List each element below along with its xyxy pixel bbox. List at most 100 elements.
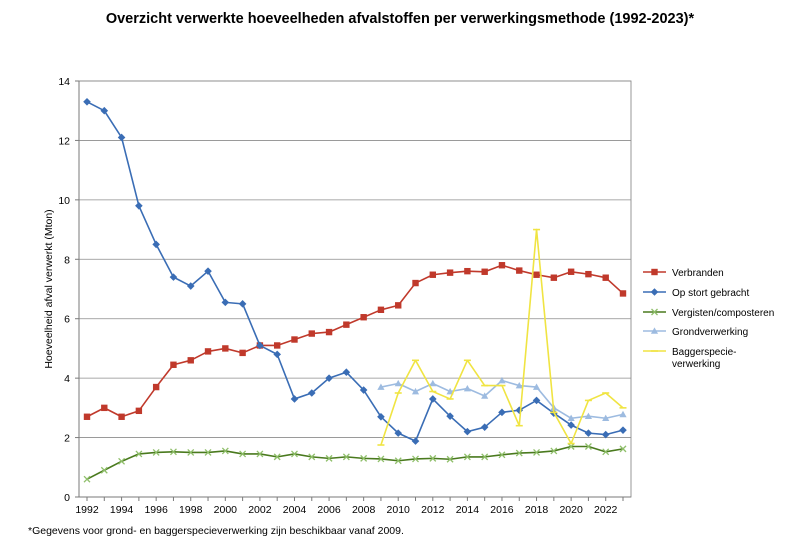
legend-label: Op stort gebracht — [672, 288, 749, 299]
data-point-op-stort-gebracht — [83, 98, 91, 106]
data-point-op-stort-gebracht — [290, 395, 299, 403]
plot-frame — [78, 80, 632, 498]
data-point-vergisten-composteren — [429, 454, 437, 462]
marker-stroke — [256, 450, 264, 458]
y-axis-title: Hoeveelheid afval verwerkt (Mton) — [43, 209, 55, 368]
y-tick-label: 0 — [64, 492, 70, 504]
data-point-verbranden — [83, 413, 91, 420]
data-point-vergisten-composteren — [377, 455, 385, 463]
data-point-grondverwerking — [411, 387, 420, 395]
data-point-op-stort-gebracht — [135, 202, 143, 210]
data-point-verbranden — [204, 348, 212, 355]
data-point-verbranden — [412, 279, 419, 287]
data-point-grondverwerking — [394, 379, 402, 387]
data-point-verbranden — [239, 349, 246, 357]
data-point-grondverwerking — [498, 376, 506, 384]
x-tick-label: 1994 — [110, 504, 134, 516]
data-point-verbranden — [533, 271, 540, 278]
marker-stroke — [360, 454, 368, 462]
x-tick-label: 2012 — [421, 504, 445, 516]
marker-stroke — [651, 308, 658, 316]
marker-stroke — [584, 443, 592, 450]
marker-stroke — [533, 448, 541, 456]
legend-item-op-stort-gebracht: Op stort gebracht — [643, 288, 749, 299]
marker-stroke — [498, 451, 506, 459]
data-point-op-stort-gebracht — [601, 430, 610, 439]
data-point-grondverwerking — [481, 392, 489, 399]
data-point-vergisten-composteren — [325, 454, 333, 462]
data-point-vergisten-composteren — [394, 457, 402, 465]
data-point-vergisten-composteren — [360, 454, 368, 462]
data-point-grondverwerking — [602, 414, 610, 422]
legend-swatch-marker — [651, 308, 658, 316]
data-point-verbranden — [585, 270, 592, 278]
data-point-verbranden — [325, 328, 333, 336]
legend-swatch-marker — [650, 288, 659, 296]
data-point-op-stort-gebracht — [498, 408, 506, 417]
data-point-op-stort-gebracht — [463, 427, 472, 436]
legend-swatch-marker — [650, 327, 659, 334]
data-point-grondverwerking — [619, 410, 627, 418]
x-tick-label: 2008 — [352, 504, 376, 516]
x-tick-label: 1996 — [144, 504, 168, 516]
data-point-verbranden — [498, 262, 506, 269]
marker-stroke — [291, 450, 298, 458]
data-point-verbranden — [308, 330, 315, 337]
data-point-vergisten-composteren — [273, 453, 281, 461]
x-tick-label: 2016 — [490, 504, 514, 516]
data-point-vergisten-composteren — [100, 466, 108, 474]
legend-label: Baggerspecie- — [672, 347, 736, 358]
y-tick-label: 6 — [64, 314, 70, 326]
data-point-op-stort-gebracht — [359, 386, 368, 394]
data-point-op-stort-gebracht — [394, 429, 403, 437]
marker-stroke — [412, 455, 419, 463]
data-point-op-stort-gebracht — [169, 273, 178, 281]
data-point-verbranden — [602, 274, 609, 281]
marker-stroke — [308, 453, 316, 461]
data-point-op-stort-gebracht — [325, 374, 333, 382]
data-point-op-stort-gebracht — [273, 350, 281, 359]
legend-item-baggerspecie-verwerking: Baggerspecie-verwerking — [643, 347, 736, 370]
chart-title: Overzicht verwerkte hoeveelheden afvalst… — [105, 11, 695, 27]
y-tick-label: 10 — [58, 195, 70, 207]
legend-label: Vergisten/composteren — [672, 308, 774, 319]
data-point-verbranden — [291, 336, 298, 343]
data-point-verbranden — [170, 361, 177, 368]
marker-stroke — [169, 448, 177, 456]
y-tick-label: 12 — [58, 135, 70, 147]
data-point-vergisten-composteren — [515, 449, 523, 457]
x-tick-label: 2000 — [214, 504, 238, 516]
data-point-vergisten-composteren — [256, 450, 264, 458]
legend-item-verbranden: Verbranden — [643, 268, 724, 279]
data-point-op-stort-gebracht — [152, 240, 160, 249]
data-point-verbranden — [429, 271, 437, 278]
data-point-op-stort-gebracht — [204, 267, 212, 275]
data-point-verbranden — [481, 268, 488, 275]
marker-stroke — [325, 454, 333, 462]
legend-label: verwerking — [672, 359, 720, 370]
data-point-grondverwerking — [463, 384, 471, 392]
data-point-op-stort-gebracht — [584, 429, 593, 437]
legend-label: Verbranden — [672, 268, 724, 279]
data-point-vergisten-composteren — [118, 457, 126, 465]
data-point-verbranden — [118, 413, 125, 420]
data-point-verbranden — [446, 269, 454, 276]
data-point-op-stort-gebracht — [429, 395, 437, 403]
data-point-vergisten-composteren — [567, 443, 575, 450]
data-point-vergisten-composteren — [239, 450, 247, 458]
data-point-grondverwerking — [377, 383, 385, 390]
data-point-vergisten-composteren — [221, 447, 229, 455]
legend-item-vergisten-composteren: Vergisten/composteren — [643, 308, 774, 319]
marker-stroke — [187, 448, 195, 456]
series-line-op-stort-gebracht — [86, 101, 624, 442]
data-point-verbranden — [360, 314, 367, 321]
legend-item-grondverwerking: Grondverwerking — [643, 327, 748, 338]
legend-swatch-marker — [651, 268, 658, 276]
data-point-vergisten-composteren — [342, 453, 350, 461]
data-point-vergisten-composteren — [533, 448, 541, 456]
marker-stroke — [118, 457, 126, 465]
data-point-verbranden — [101, 404, 108, 412]
x-tick-label: 2004 — [283, 504, 307, 516]
y-tick-label: 2 — [64, 433, 70, 445]
